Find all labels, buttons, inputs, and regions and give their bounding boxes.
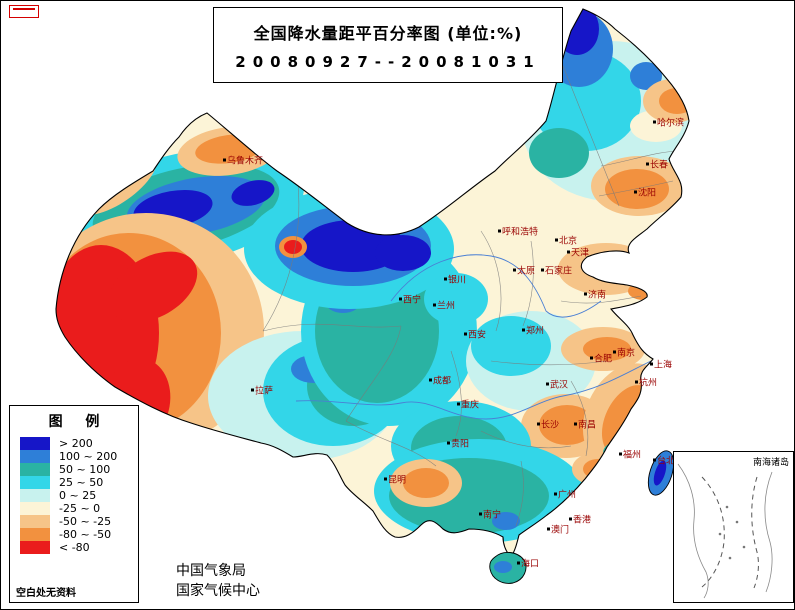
inset-title: 南海诸岛 [752, 458, 789, 468]
legend-swatch [20, 450, 50, 463]
legend-item: -80 ~ -50 [20, 528, 138, 541]
inset-dash-line-east [751, 476, 759, 589]
inset-map-svg [677, 463, 773, 599]
legend-box: 图 例 > 200 100 ~ 200 50 ~ 100 25 ~ 50 0 ~ 25-… [9, 405, 139, 603]
rivers [295, 254, 652, 420]
inset-dash-line-west [701, 476, 725, 588]
legend-items: > 200 100 ~ 200 50 ~ 100 25 ~ 50 0 ~ 25 -25 ~… [20, 437, 138, 554]
org-name-1: 中国气象局 [176, 563, 246, 579]
legend-swatch [20, 463, 50, 476]
legend-item: 100 ~ 200 [20, 450, 138, 463]
legend-swatch [20, 489, 50, 502]
org-name-2: 国家气候中心 [176, 583, 260, 599]
footer-orgs: 中国气象局 国家气候中心 [176, 561, 260, 601]
legend-range-label: -80 ~ -50 [59, 528, 112, 541]
inset-islands [718, 505, 746, 560]
title-box: 全国降水量距平百分率图 (单位:%) 20080927--20081031 [213, 7, 563, 83]
legend-range-label: -50 ~ -25 [59, 515, 112, 528]
legend-range-label: < -80 [59, 541, 90, 554]
legend-item: -50 ~ -25 [20, 515, 138, 528]
map-title: 全国降水量距平百分率图 (单位:%) [253, 24, 523, 43]
legend-swatch [20, 437, 50, 450]
legend-swatch [20, 515, 50, 528]
inset-coastline-east [764, 471, 773, 593]
date-range: 20080927--20081031 [235, 53, 541, 71]
legend-swatch [20, 476, 50, 489]
inset-coastline-west [677, 463, 709, 599]
legend-range-label: 100 ~ 200 [59, 450, 118, 463]
legend-range-label: 0 ~ 25 [59, 489, 97, 502]
legend-title: 图 例 [48, 414, 100, 430]
legend-swatch [20, 502, 50, 515]
legend-footnote: 空白处无资料 [16, 588, 76, 599]
legend-range-label: 25 ~ 50 [59, 476, 104, 489]
corner-stamp [9, 5, 39, 18]
taiwan-island [647, 450, 675, 496]
legend-item: < -80 [20, 541, 138, 554]
legend-range-label: -25 ~ 0 [59, 502, 101, 515]
legend-swatch [20, 541, 50, 554]
legend-range-label: > 200 [59, 437, 93, 450]
legend-item: > 200 [20, 437, 138, 450]
south-china-sea-inset: 南海诸岛 [673, 451, 794, 603]
legend-item: 50 ~ 100 [20, 463, 138, 476]
legend-item: -25 ~ 0 [20, 502, 138, 515]
legend-item: 0 ~ 25 [20, 489, 138, 502]
legend-item: 25 ~ 50 [20, 476, 138, 489]
china-outline-stroke [55, 8, 690, 558]
legend-swatch [20, 528, 50, 541]
legend-range-label: 50 ~ 100 [59, 463, 111, 476]
hainan-island [489, 552, 527, 584]
